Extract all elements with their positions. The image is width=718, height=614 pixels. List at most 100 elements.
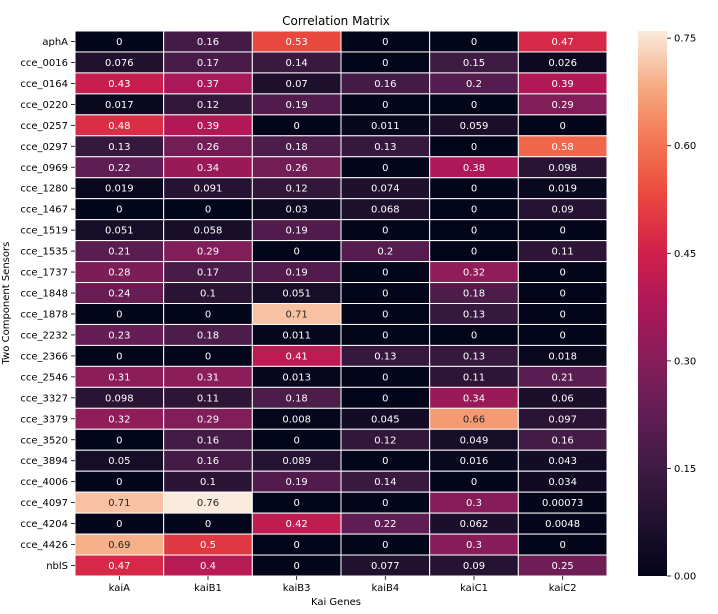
x-tick-label: kaiC1 bbox=[460, 583, 488, 594]
cell-value-label: 0 bbox=[116, 205, 122, 216]
cell-value-label: 0 bbox=[471, 37, 477, 48]
cell-value-label: 0 bbox=[559, 226, 565, 237]
y-tick-label: cce_1519 bbox=[20, 226, 68, 237]
cell-value-label: 0.42 bbox=[286, 519, 308, 530]
cell-value-label: 0.22 bbox=[108, 163, 130, 174]
cell-value-label: 0.098 bbox=[548, 163, 577, 174]
y-tick-label: cce_1467 bbox=[20, 205, 68, 216]
cell-value-label: 0 bbox=[293, 561, 299, 572]
cell-value-label: 0 bbox=[382, 456, 388, 467]
heatmap-cells bbox=[74, 30, 608, 577]
cell-value-label: 0.09 bbox=[552, 205, 574, 216]
cell-value-label: 0.31 bbox=[108, 372, 130, 383]
y-axis-label: Two Component Sensors bbox=[1, 242, 12, 366]
cell-value-label: 0 bbox=[293, 247, 299, 258]
y-tick-label: cce_3520 bbox=[20, 435, 68, 446]
cell-value-label: 0.3 bbox=[466, 540, 482, 551]
y-tick-label: cce_4097 bbox=[20, 498, 68, 509]
cell-value-label: 0.011 bbox=[371, 121, 400, 132]
cell-value-label: 0 bbox=[382, 37, 388, 48]
cell-value-label: 0.008 bbox=[282, 414, 311, 425]
cell-value-label: 0.34 bbox=[197, 163, 219, 174]
cell-value-label: 0 bbox=[471, 100, 477, 111]
cell-value-label: 0.13 bbox=[108, 142, 130, 153]
cell-value-label: 0.13 bbox=[374, 351, 396, 362]
cell-value-label: 0.06 bbox=[552, 393, 574, 404]
y-tick-label: cce_2546 bbox=[20, 372, 68, 383]
cell-value-label: 0.1 bbox=[200, 289, 216, 300]
cell-value-label: 0.19 bbox=[286, 100, 308, 111]
y-tick-label: cce_4426 bbox=[20, 540, 68, 551]
cell-value-label: 0.11 bbox=[197, 393, 219, 404]
colorbar: 0.00 0.15 0.30 0.45 0.60 0.75 bbox=[638, 31, 696, 583]
cell-value-label: 0 bbox=[116, 351, 122, 362]
cell-value-label: 0.12 bbox=[197, 100, 219, 111]
cell-value-label: 0 bbox=[116, 309, 122, 320]
cell-value-label: 0.21 bbox=[108, 247, 130, 258]
cell-value-label: 0 bbox=[116, 37, 122, 48]
cell-value-label: 0.43 bbox=[108, 79, 130, 90]
cell-value-label: 0 bbox=[382, 393, 388, 404]
cell-value-label: 0.5 bbox=[200, 540, 216, 551]
cell-value-label: 0.26 bbox=[197, 142, 219, 153]
cell-value-label: 0.18 bbox=[463, 289, 485, 300]
colorbar-tick-label: 0.15 bbox=[674, 464, 696, 475]
cell-value-label: 0.03 bbox=[286, 205, 308, 216]
y-tick-label: cce_0016 bbox=[20, 58, 68, 69]
cell-value-label: 0.14 bbox=[286, 58, 308, 69]
cell-value-label: 0.19 bbox=[286, 268, 308, 279]
cell-value-label: 0.53 bbox=[286, 37, 308, 48]
cell-value-label: 0.71 bbox=[286, 309, 308, 320]
cell-value-label: 0.16 bbox=[197, 456, 219, 467]
cell-value-label: 0.18 bbox=[286, 393, 308, 404]
cell-value-label: 0.12 bbox=[286, 184, 308, 195]
cell-value-label: 0 bbox=[471, 184, 477, 195]
cell-value-label: 0.051 bbox=[105, 226, 134, 237]
cell-value-label: 0.091 bbox=[194, 184, 223, 195]
cell-value-label: 0.3 bbox=[466, 498, 482, 509]
cell-value-label: 0.018 bbox=[548, 351, 577, 362]
x-tick-label: kaiB1 bbox=[194, 583, 222, 594]
cell-value-label: 0 bbox=[559, 121, 565, 132]
y-tick-label: cce_0257 bbox=[20, 121, 68, 132]
cell-value-label: 0.14 bbox=[374, 477, 396, 488]
cell-value-label: 0.2 bbox=[466, 79, 482, 90]
cell-value-label: 0.32 bbox=[463, 268, 485, 279]
cell-value-label: 0 bbox=[116, 477, 122, 488]
cell-value-label: 0.28 bbox=[108, 268, 130, 279]
cell-value-label: 0 bbox=[471, 142, 477, 153]
cell-value-label: 0.16 bbox=[374, 79, 396, 90]
cell-value-label: 0 bbox=[471, 247, 477, 258]
cell-value-label: 0 bbox=[382, 58, 388, 69]
y-tick-label: cce_1535 bbox=[20, 247, 68, 258]
cell-value-label: 0 bbox=[116, 435, 122, 446]
cell-value-label: 0.71 bbox=[108, 498, 130, 509]
cell-value-label: 0.39 bbox=[197, 121, 219, 132]
y-tick-label: cce_1848 bbox=[20, 289, 68, 300]
x-tick-label: kaiA bbox=[109, 583, 131, 594]
cell-value-label: 0.11 bbox=[463, 372, 485, 383]
cell-value-label: 0 bbox=[293, 435, 299, 446]
cell-value-label: 0.15 bbox=[463, 58, 485, 69]
cell-value-label: 0.66 bbox=[463, 414, 485, 425]
cell-value-label: 0.29 bbox=[552, 100, 574, 111]
y-tick-label: cce_3379 bbox=[20, 414, 68, 425]
cell-value-label: 0 bbox=[205, 519, 211, 530]
cell-value-label: 0 bbox=[382, 100, 388, 111]
y-tick-label: cce_4204 bbox=[20, 519, 68, 530]
cell-value-label: 0.12 bbox=[374, 435, 396, 446]
cell-value-label: 0.13 bbox=[374, 142, 396, 153]
cell-value-label: 0.049 bbox=[460, 435, 489, 446]
cell-value-label: 0.18 bbox=[286, 142, 308, 153]
cell-value-label: 0.09 bbox=[463, 561, 485, 572]
y-axis-tick-labels: aphA cce_0016 cce_0164 cce_0220 cce_0257 cce_… bbox=[20, 37, 75, 572]
x-tick-label: kaiB3 bbox=[283, 583, 311, 594]
cell-value-label: 0.013 bbox=[282, 372, 311, 383]
cell-value-label: 0.00073 bbox=[542, 498, 583, 509]
cell-value-label: 0.48 bbox=[108, 121, 130, 132]
cell-value-label: 0.045 bbox=[371, 414, 400, 425]
cell-value-label: 0.058 bbox=[194, 226, 223, 237]
y-tick-label: cce_4006 bbox=[20, 477, 68, 488]
cell-value-label: 0 bbox=[559, 289, 565, 300]
